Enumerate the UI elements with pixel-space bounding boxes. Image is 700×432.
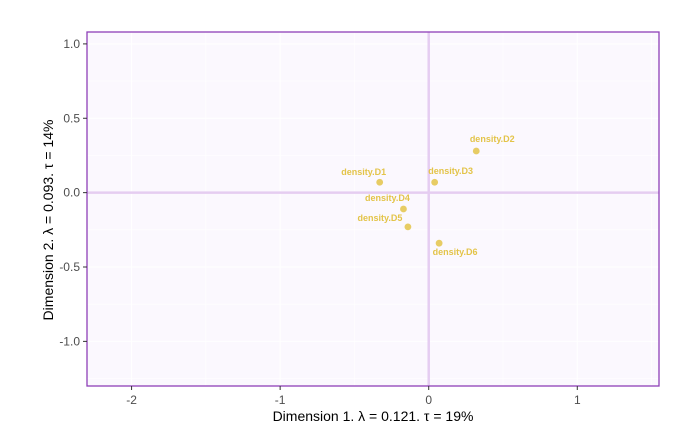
point-label: density.D6 — [433, 247, 478, 257]
point-label: density.D4 — [365, 193, 410, 203]
point-label: density.D1 — [341, 167, 386, 177]
x-tick-label: -2 — [126, 393, 137, 407]
point-label: density.D3 — [428, 166, 473, 176]
data-point — [400, 205, 407, 213]
x-tick-label: -1 — [275, 393, 286, 407]
data-point — [404, 223, 412, 231]
data-point — [376, 178, 384, 186]
x-tick-label: 1 — [574, 393, 581, 407]
point-label: density.D5 — [357, 213, 402, 223]
x-axis-title: Dimension 1. λ = 0.121. τ = 19% — [273, 408, 474, 424]
point-label: density.D2 — [470, 134, 515, 144]
panel-border — [86, 31, 660, 387]
y-tick-label: -0.5 — [59, 260, 80, 274]
data-point — [472, 147, 480, 155]
y-tick-label: 1.0 — [63, 37, 80, 51]
y-axis-title: Dimension 2. λ = 0.093. τ = 14% — [40, 120, 56, 321]
plot-panel — [87, 32, 659, 386]
data-point — [431, 178, 439, 186]
y-tick-label: -1.0 — [59, 334, 80, 348]
x-tick-label: 0 — [425, 393, 432, 407]
y-tick-label: 0.5 — [63, 111, 80, 125]
data-point — [435, 239, 443, 247]
y-tick-label: 0.0 — [63, 186, 80, 200]
